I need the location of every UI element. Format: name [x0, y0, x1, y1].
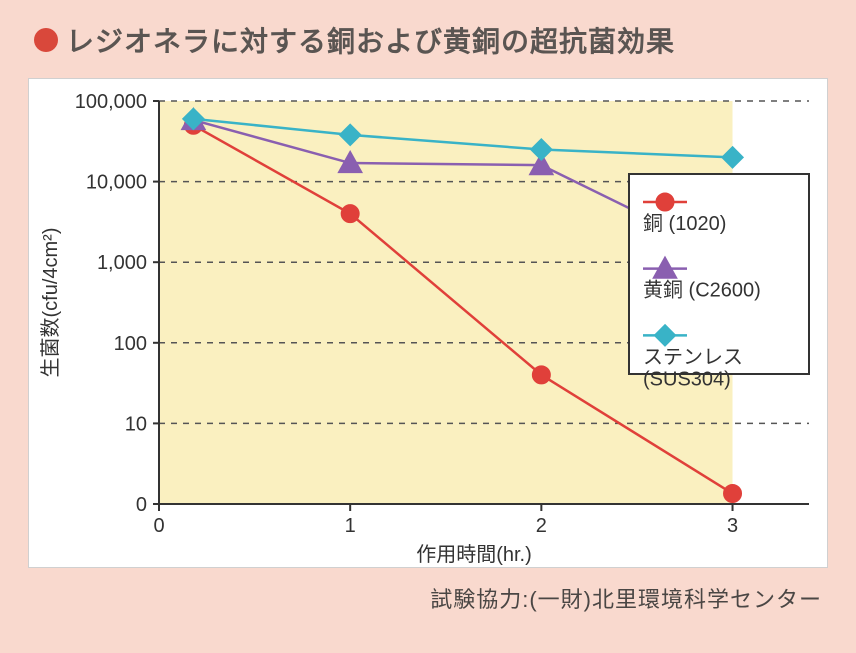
svg-text:2: 2 — [536, 515, 547, 537]
svg-text:3: 3 — [727, 515, 738, 537]
figure-container: レジオネラに対する銅および黄銅の超抗菌効果 0101001,00010,0001… — [0, 0, 856, 653]
svg-text:100: 100 — [114, 333, 147, 355]
svg-text:1,000: 1,000 — [97, 252, 147, 274]
title-row: レジオネラに対する銅および黄銅の超抗菌効果 — [28, 20, 828, 60]
bullet-icon — [34, 28, 58, 52]
svg-text:生菌数(cfu/4cm²): 生菌数(cfu/4cm²) — [39, 228, 62, 378]
svg-text:10: 10 — [125, 413, 147, 435]
credit-text: 試験協力:(一財)北里環境科学センター — [28, 582, 828, 614]
chart-area: 0 10 100 1,000 10,000 100,000 0 1 2 3 作用時間(hr.) 生菌数… — [28, 78, 828, 568]
svg-text:ステンレス: ステンレス — [643, 346, 743, 368]
svg-text:1: 1 — [345, 515, 356, 537]
svg-text:黄銅 (C2600): 黄銅 (C2600) — [643, 279, 761, 302]
svg-text:銅 (1020): 銅 (1020) — [643, 212, 726, 235]
chart-svg: 0 10 100 1,000 10,000 100,000 0 1 2 3 作用時間(hr.) 生菌数… — [29, 79, 829, 569]
svg-text:0: 0 — [136, 494, 147, 516]
svg-text:10,000: 10,000 — [86, 172, 147, 194]
svg-text:作用時間(hr.): 作用時間(hr.) — [416, 543, 532, 566]
svg-text:0: 0 — [153, 515, 164, 537]
figure-title: レジオネラに対する銅および黄銅の超抗菌効果 — [66, 20, 675, 60]
svg-text:100,000: 100,000 — [75, 91, 147, 113]
svg-text:(SUS304): (SUS304) — [643, 368, 731, 390]
